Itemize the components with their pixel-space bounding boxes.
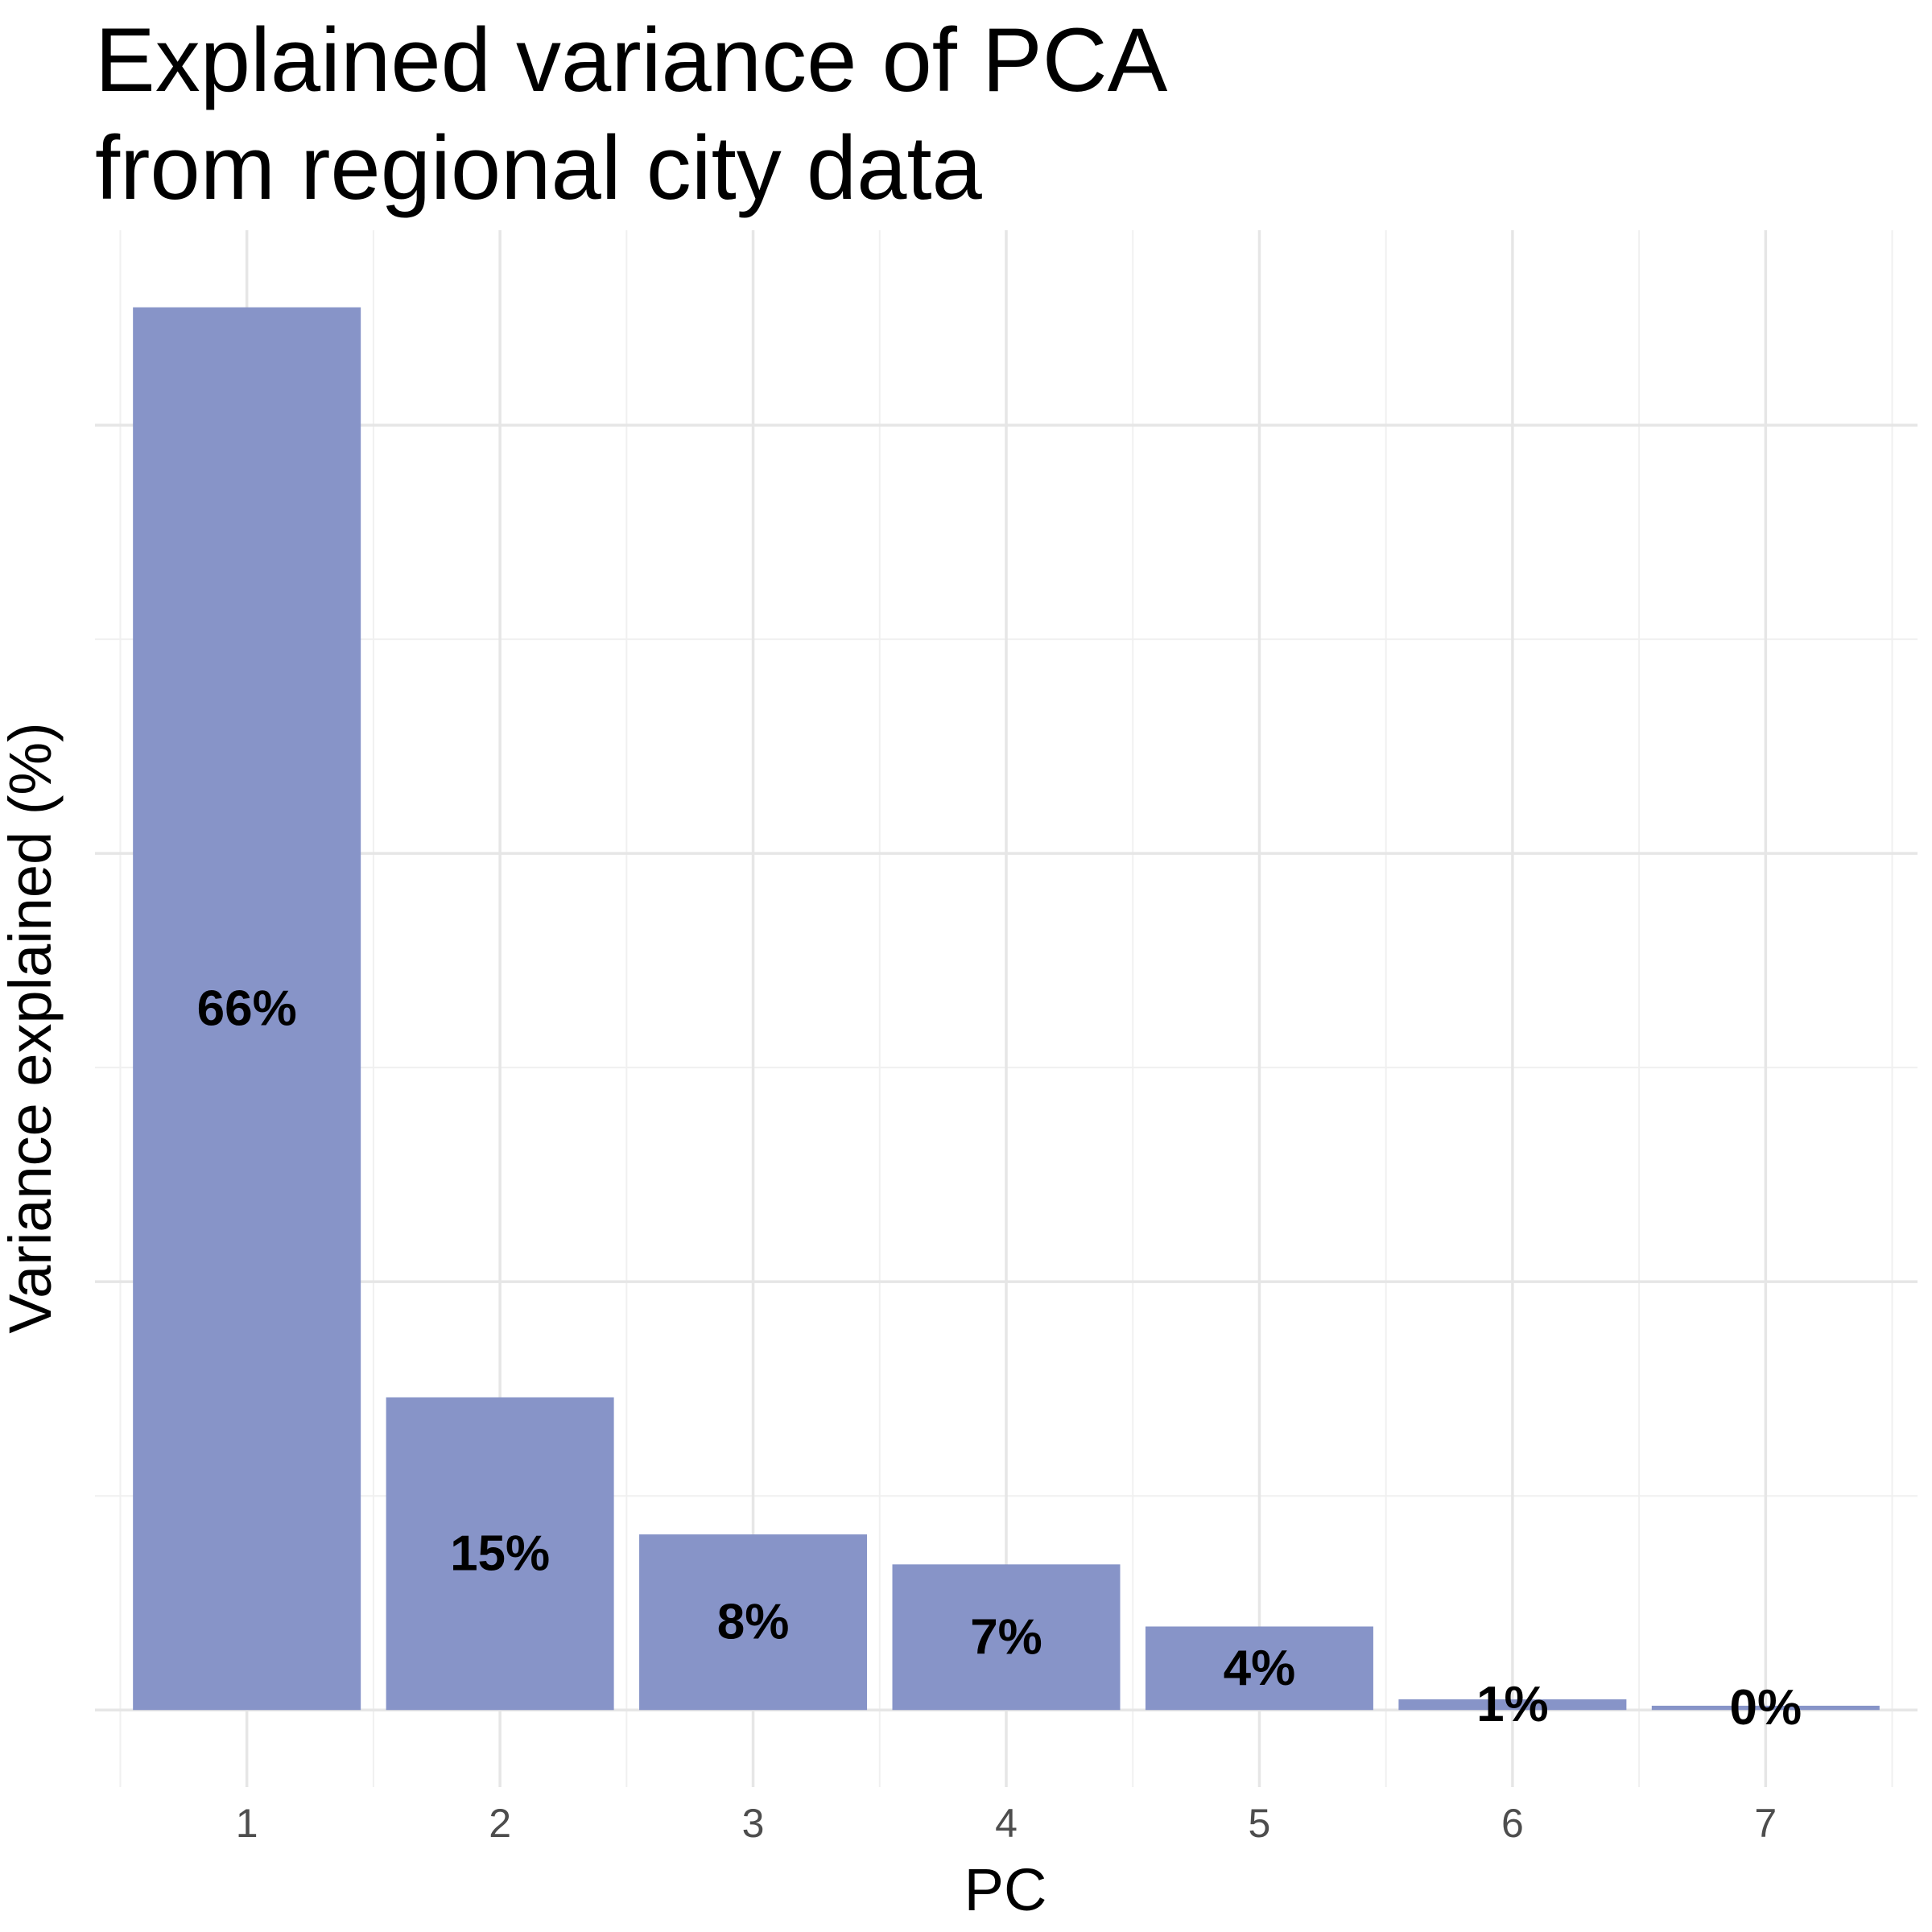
value-label-pc-5: 4% [1224,1641,1296,1696]
x-tick-label-3: 3 [742,1801,765,1846]
value-label-pc-2: 15% [450,1526,550,1582]
bar-pc-6 [1398,1699,1627,1711]
chart-title: Explained variance of PCA from regional … [95,6,1866,222]
value-label-pc-4: 7% [970,1609,1042,1665]
value-label-pc-7: 0% [1730,1680,1802,1736]
x-tick-label-7: 7 [1754,1801,1777,1846]
x-tick-label-2: 2 [489,1801,511,1846]
x-tick-labels: 1 2 3 4 5 6 7 [236,1801,1777,1846]
x-axis-label: PC [964,1856,1047,1923]
grid-lines [95,230,1918,1787]
bars [133,307,1880,1711]
x-tick-label-4: 4 [995,1801,1018,1846]
chart-title-line-2: from regional city data [95,118,982,218]
value-label-pc-6: 1% [1476,1677,1549,1732]
bar-pc-5 [1145,1626,1373,1711]
value-label-pc-1: 66% [197,981,297,1037]
value-labels: 66% 15% 8% 7% 4% 1% 0% [197,981,1802,1736]
y-axis-label: Variance explained (%) [0,722,64,1334]
value-label-pc-3: 8% [717,1595,790,1650]
bar-pc-2 [386,1397,614,1711]
bar-pc-3 [639,1534,868,1711]
chart-title-line-1: Explained variance of PCA [95,10,1168,110]
bar-pc-1 [133,307,361,1711]
x-tick-label-1: 1 [236,1801,258,1846]
x-tick-label-6: 6 [1501,1801,1524,1846]
bar-pc-7 [1651,1705,1880,1711]
x-tick-label-5: 5 [1249,1801,1271,1846]
bar-pc-4 [892,1564,1121,1711]
